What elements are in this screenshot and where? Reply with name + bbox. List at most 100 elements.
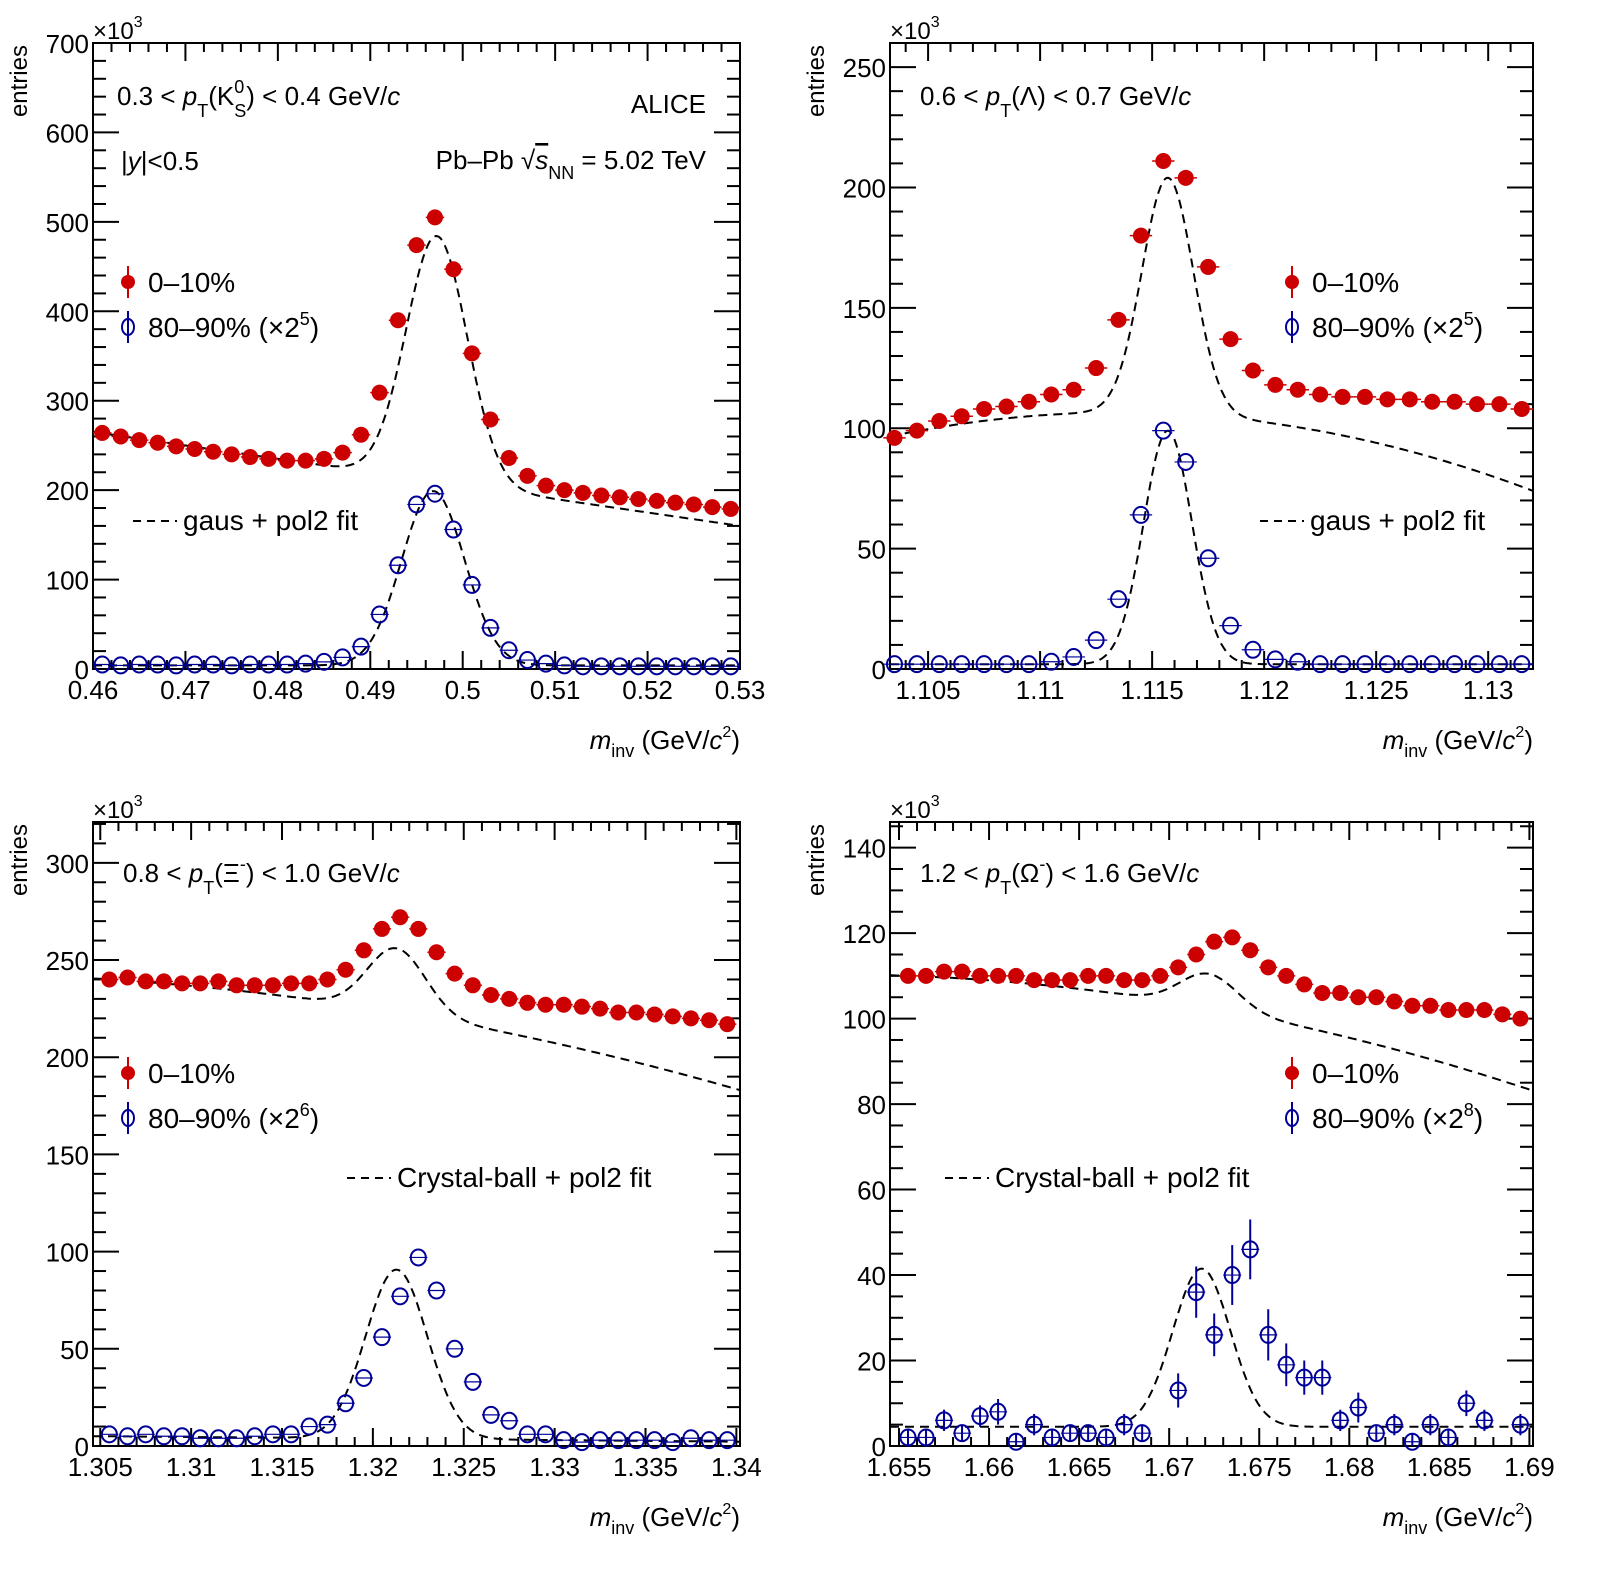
peripheral-point xyxy=(1378,655,1396,674)
legend-fit-label: gaus + pol2 fit xyxy=(183,505,358,536)
central-point xyxy=(168,438,185,455)
y-tick-label: 150 xyxy=(843,294,886,324)
xlabel-unit: (GeV/ xyxy=(1427,1502,1503,1532)
peripheral-point xyxy=(664,1433,682,1452)
x-tick-label: 1.685 xyxy=(1407,1452,1472,1482)
panel-title: 1.2 < pT(Ω-) < 1.6 GeV/c xyxy=(920,854,1199,898)
y-tick-label: 0 xyxy=(75,655,89,685)
peripheral-point xyxy=(627,1431,645,1450)
peripheral-point xyxy=(899,1428,917,1447)
legend-fit-label: Crystal-ball + pol2 fit xyxy=(397,1162,652,1193)
peripheral-point xyxy=(278,655,296,674)
x-axis-label: minv (GeV/c2) xyxy=(590,724,740,761)
experiment-label: ALICE xyxy=(631,89,706,119)
legend-peripheral-text: 80–90% (×2 xyxy=(148,312,300,343)
xlabel-m: m xyxy=(590,1502,612,1532)
central-point xyxy=(1098,967,1115,984)
xlabel-sub: inv xyxy=(1404,1518,1427,1538)
multiplier-base: ×10 xyxy=(890,18,931,45)
x-tick-label: 1.105 xyxy=(896,675,961,705)
central-point xyxy=(918,967,935,984)
central-point xyxy=(1244,362,1261,379)
peripheral-point xyxy=(1311,655,1329,674)
title-particle: (Λ xyxy=(1011,81,1038,111)
central-point xyxy=(1350,989,1367,1006)
central-point xyxy=(1468,396,1485,413)
central-point xyxy=(408,237,425,254)
title-particle-sup: - xyxy=(240,854,246,874)
peripheral-point xyxy=(537,1425,555,1444)
peripheral-point xyxy=(975,655,993,674)
y-tick-label: 40 xyxy=(857,1261,886,1291)
rap-y: y xyxy=(126,146,143,176)
multiplier-exponent: 3 xyxy=(931,793,940,810)
peripheral-point xyxy=(1187,1283,1205,1302)
central-point xyxy=(390,312,407,329)
peripheral-point xyxy=(112,656,130,675)
central-point xyxy=(573,998,590,1015)
peripheral-point xyxy=(1457,1394,1475,1413)
central-point xyxy=(1512,1010,1529,1027)
legend-central-label: 0–10% xyxy=(1312,1058,1399,1089)
xlabel-close: ) xyxy=(1524,1502,1533,1532)
central-point xyxy=(648,492,665,509)
peripheral-point xyxy=(1020,655,1038,674)
fit-curve-central xyxy=(889,176,1534,492)
peripheral-point xyxy=(1079,1424,1097,1443)
central-point xyxy=(283,975,300,992)
xlabel-c: c xyxy=(1502,725,1515,755)
x-tick-label: 0.5 xyxy=(445,675,481,705)
central-point xyxy=(646,1006,663,1023)
central-point xyxy=(445,261,462,278)
central-point xyxy=(1222,331,1239,348)
system-s: s xyxy=(535,145,548,175)
x-tick-label: 1.655 xyxy=(866,1452,931,1482)
peripheral-point xyxy=(930,655,948,674)
x-tick-label: 1.675 xyxy=(1227,1452,1292,1482)
title-p: p xyxy=(188,858,203,888)
peripheral-point xyxy=(246,1427,264,1446)
peripheral-point xyxy=(1356,655,1374,674)
y-tick-label: 600 xyxy=(46,118,89,148)
central-point xyxy=(1134,972,1151,989)
central-point xyxy=(1289,381,1306,398)
central-point xyxy=(337,961,354,978)
xlabel-exp: 2 xyxy=(722,1501,731,1518)
peripheral-point xyxy=(297,654,315,673)
legend-peripheral-close: ) xyxy=(310,1103,319,1134)
central-point xyxy=(556,482,573,499)
y-tick-label: 300 xyxy=(46,387,89,417)
central-point xyxy=(1088,360,1105,377)
peripheral-point xyxy=(355,1368,373,1387)
central-point xyxy=(228,977,245,994)
peripheral-point xyxy=(464,1372,482,1391)
peripheral-point xyxy=(1177,452,1195,471)
y-tick-label: 0 xyxy=(872,1432,886,1462)
peripheral-point xyxy=(409,1248,427,1267)
fit-curve-peripheral xyxy=(92,1268,740,1443)
legend-central-marker xyxy=(121,275,135,289)
central-point xyxy=(316,450,333,467)
central-point xyxy=(1476,1002,1493,1019)
central-point xyxy=(953,408,970,425)
central-point xyxy=(373,920,390,937)
peripheral-point xyxy=(908,655,926,674)
peripheral-point xyxy=(282,1425,300,1444)
peripheral-point xyxy=(666,657,684,676)
central-point xyxy=(1458,1002,1475,1019)
peripheral-point xyxy=(971,1407,989,1426)
peripheral-point xyxy=(1313,1368,1331,1387)
central-point xyxy=(972,967,989,984)
x-tick-label: 0.52 xyxy=(622,675,673,705)
central-point xyxy=(1177,169,1194,186)
peripheral-point xyxy=(444,520,462,539)
legend-peripheral-label: 80–90% (×25) xyxy=(148,309,319,343)
fit-curve-central xyxy=(890,972,1534,1092)
central-point xyxy=(1491,396,1508,413)
title-particle: (Ω xyxy=(1011,858,1039,888)
xlabel-c: c xyxy=(709,725,722,755)
central-point xyxy=(976,400,993,417)
peripheral-point xyxy=(191,1429,209,1448)
peripheral-point xyxy=(1259,1325,1277,1344)
y-tick-label: 50 xyxy=(857,535,886,565)
